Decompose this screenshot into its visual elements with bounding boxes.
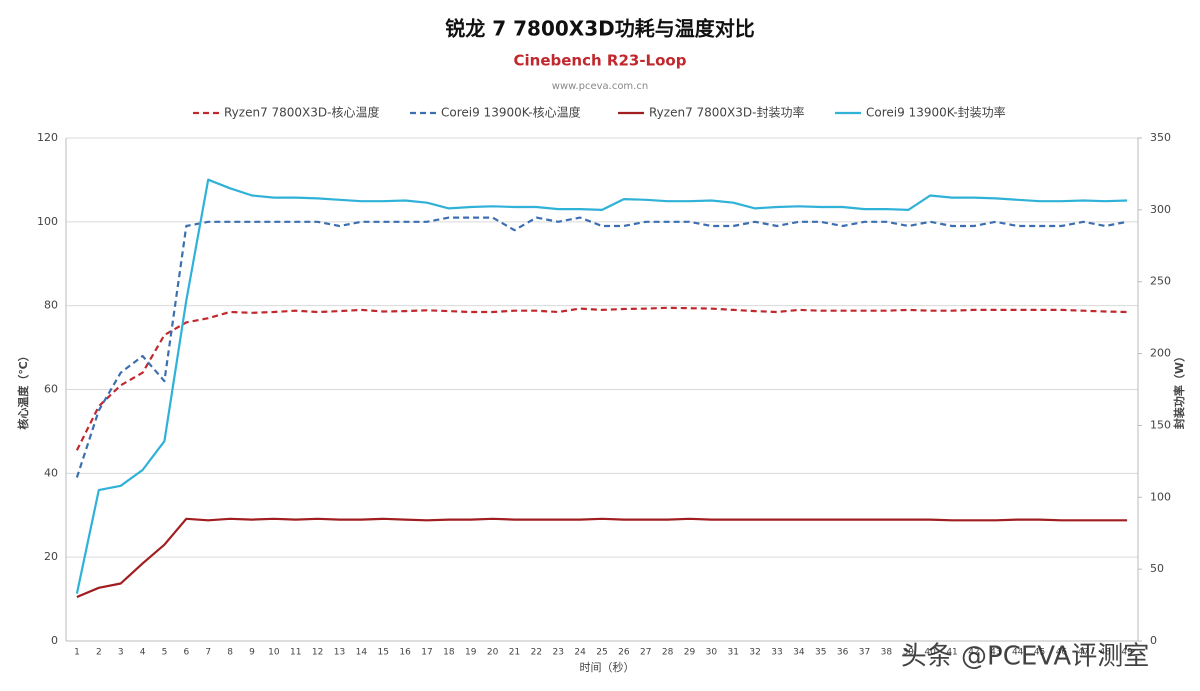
x-tick-label: 3	[118, 648, 124, 658]
x-tick-label: 33	[771, 648, 782, 658]
y-tick-label: 60	[44, 383, 58, 396]
y-tick-label: 80	[44, 299, 58, 312]
series-line	[76, 517, 1128, 599]
x-tick-label: 48	[1099, 648, 1111, 658]
legend-label: Corei9 13900K-核心温度	[441, 105, 581, 120]
x-tick-label: 40	[924, 648, 936, 658]
x-tick-label: 13	[334, 648, 345, 658]
y2-tick-label: 300	[1150, 203, 1171, 216]
x-tick-label: 6	[183, 648, 189, 658]
x-tick-label: 41	[946, 648, 957, 658]
y2-tick-label: 50	[1150, 562, 1164, 575]
x-tick-label: 18	[443, 648, 455, 658]
x-tick-label: 35	[815, 648, 826, 658]
x-tick-label: 15	[377, 648, 388, 658]
x-tick-label: 26	[618, 648, 630, 658]
y-tick-label: 40	[44, 466, 58, 479]
x-tick-label: 12	[312, 648, 323, 658]
legend-label: Ryzen7 7800X3D-核心温度	[224, 105, 380, 120]
y-tick-label: 20	[44, 550, 58, 563]
x-tick-label: 49	[1121, 648, 1133, 658]
x-tick-label: 32	[749, 648, 760, 658]
series-line	[75, 216, 1128, 478]
x-tick-label: 17	[421, 648, 432, 658]
x-tick-label: 24	[574, 648, 586, 658]
x-tick-label: 44	[1012, 648, 1024, 658]
chart-subtitle: Cinebench R23-Loop	[514, 52, 687, 70]
y2-tick-label: 250	[1150, 275, 1171, 288]
x-tick-label: 39	[903, 648, 915, 658]
y2-axis-label: 封装功率（W）	[1172, 351, 1186, 429]
x-tick-label: 31	[728, 648, 739, 658]
source: www.pceva.com.cn	[552, 81, 648, 92]
x-tick-label: 25	[596, 648, 607, 658]
x-tick-label: 22	[531, 648, 542, 658]
y-tick-label: 120	[37, 131, 58, 144]
x-tick-label: 30	[706, 648, 718, 658]
x-tick-label: 46	[1056, 648, 1068, 658]
y2-tick-label: 150	[1150, 418, 1171, 431]
legend-label: Corei9 13900K-封装功率	[866, 105, 1006, 120]
chart-title: 锐龙 7 7800X3D功耗与温度对比	[445, 17, 754, 41]
watermark: 头条 @PCEVA评测室	[901, 642, 1149, 672]
y-tick-label: 100	[37, 215, 58, 228]
x-tick-label: 29	[684, 648, 696, 658]
y2-tick-label: 350	[1150, 131, 1171, 144]
series-line	[75, 306, 1128, 451]
x-tick-label: 16	[399, 648, 411, 658]
x-tick-label: 14	[356, 648, 368, 658]
x-tick-label: 38	[881, 648, 893, 658]
y-axis-label: 核心温度（℃）	[16, 350, 30, 429]
x-tick-label: 28	[662, 648, 674, 658]
y2-tick-label: 0	[1150, 634, 1157, 647]
x-tick-label: 36	[837, 648, 849, 658]
y2-tick-label: 100	[1150, 490, 1171, 503]
x-tick-label: 11	[290, 648, 301, 658]
x-tick-label: 1	[74, 648, 80, 658]
y-tick-label: 0	[51, 634, 58, 647]
x-tick-label: 21	[509, 648, 520, 658]
x-tick-label: 42	[968, 648, 979, 658]
x-tick-label: 45	[1034, 648, 1045, 658]
x-tick-label: 9	[249, 648, 255, 658]
legend-label: Ryzen7 7800X3D-封装功率	[649, 105, 805, 120]
x-tick-label: 47	[1078, 648, 1089, 658]
x-tick-label: 2	[96, 648, 102, 658]
x-tick-label: 8	[227, 648, 233, 658]
x-tick-label: 23	[553, 648, 564, 658]
x-tick-label: 34	[793, 648, 805, 658]
x-tick-label: 19	[465, 648, 477, 658]
x-tick-label: 20	[487, 648, 499, 658]
x-tick-label: 4	[140, 648, 146, 658]
x-tick-label: 43	[990, 648, 1001, 658]
series-line	[75, 178, 1128, 594]
x-tick-label: 7	[205, 648, 211, 658]
x-axis-label: 时间（秒）	[580, 660, 635, 674]
x-tick-label: 5	[162, 648, 168, 658]
y2-tick-label: 200	[1150, 347, 1171, 360]
x-tick-label: 10	[268, 648, 280, 658]
x-tick-label: 37	[859, 648, 870, 658]
x-tick-label: 27	[640, 648, 651, 658]
